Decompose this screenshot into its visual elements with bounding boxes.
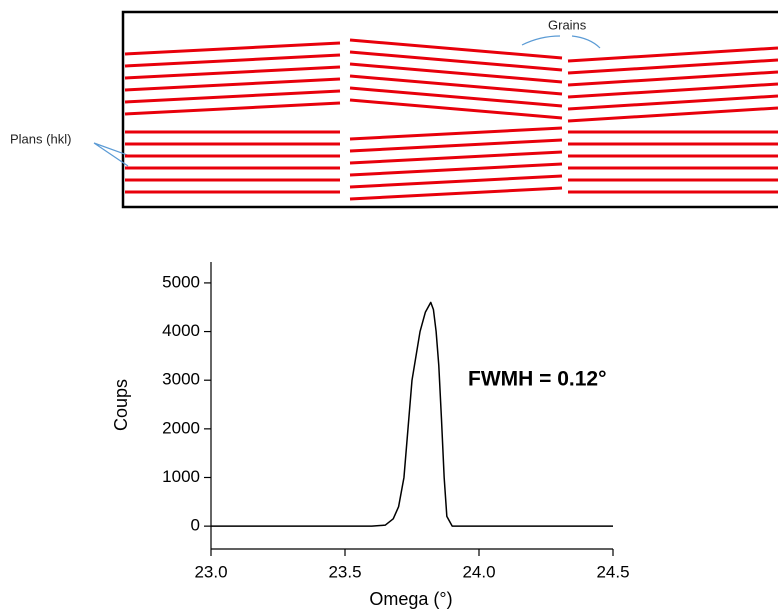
arrow — [93, 142, 131, 167]
crystal-plane — [124, 77, 341, 92]
crystal-plane — [567, 58, 778, 75]
crystal-plane — [567, 70, 778, 87]
x-tick-label: 24.5 — [596, 562, 629, 581]
crystal-plane — [349, 50, 563, 72]
data-line — [211, 301, 613, 527]
crystal-plane — [124, 41, 341, 56]
arrow — [521, 35, 561, 46]
y-tick-label: 2000 — [162, 418, 200, 437]
y-tick-label: 5000 — [162, 272, 200, 291]
y-tick-label: 3000 — [162, 370, 200, 389]
grain-diagram: Grains Plans (hkl) — [10, 10, 778, 209]
annotation: FWMH = 0.12° — [468, 368, 607, 391]
y-tick-label: 0 — [191, 516, 200, 535]
arrow — [571, 35, 601, 49]
crystal-plane — [124, 89, 341, 104]
crystal-plane — [124, 53, 341, 68]
crystal-plane — [349, 138, 563, 153]
chart: Omega (°) Coups FWMH = 0.12° 0 1000 2000 30… — [111, 262, 630, 609]
crystal-plane — [567, 82, 778, 99]
crystal-plane — [567, 106, 778, 123]
crystal-plane — [349, 74, 563, 96]
grains-label: Grains — [548, 17, 587, 32]
crystal-plane — [349, 174, 563, 189]
x-axis-label: Omega (°) — [369, 589, 452, 609]
y-tick-label: 4000 — [162, 321, 200, 340]
crystal-plane — [349, 150, 563, 165]
y-tick-label: 1000 — [162, 467, 200, 486]
y-axis-label: Coups — [111, 379, 131, 431]
crystal-plane — [349, 162, 563, 177]
x-tick-label: 23.0 — [194, 562, 227, 581]
x-tick-label: 24.0 — [462, 562, 495, 581]
crystal-plane — [349, 186, 563, 201]
crystal-plane — [124, 65, 341, 80]
crystal-plane — [567, 46, 778, 63]
crystal-plane — [349, 86, 563, 108]
crystal-plane — [349, 98, 563, 120]
planes-label: Plans (hkl) — [10, 131, 71, 146]
crystal-plane — [124, 101, 341, 116]
crystal-plane — [349, 126, 563, 141]
crystal-plane — [567, 94, 778, 111]
crystal-plane — [349, 62, 563, 84]
x-tick-label: 23.5 — [328, 562, 361, 581]
crystal-plane — [349, 38, 563, 60]
